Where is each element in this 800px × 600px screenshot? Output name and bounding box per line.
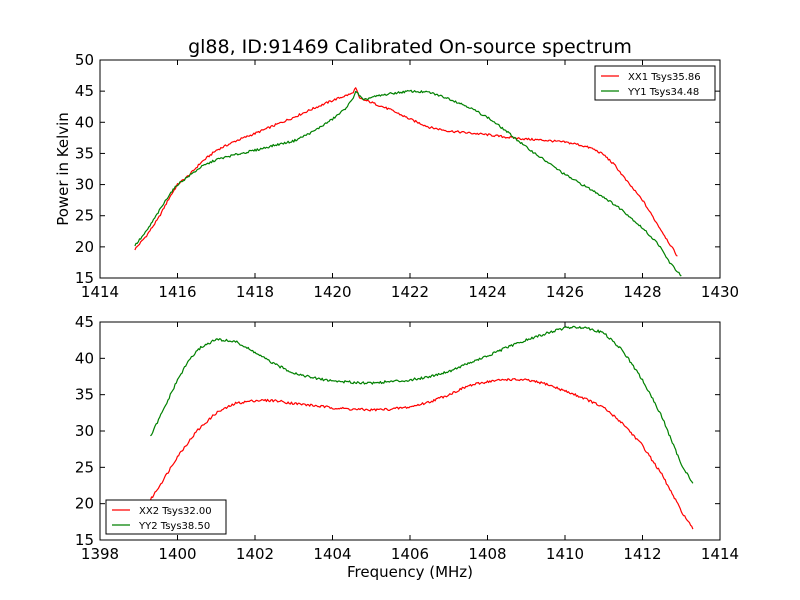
x-tick-label-1-1: 1400: [158, 545, 196, 563]
x-tick-label-0-8: 1430: [701, 283, 739, 301]
y-tick-label-1-5: 40: [75, 349, 94, 367]
x-tick-label-1-6: 1410: [546, 545, 584, 563]
y-tick-label-0-0: 15: [75, 269, 94, 287]
x-tick-label-0-7: 1428: [623, 283, 661, 301]
y-tick-label-1-1: 20: [75, 495, 94, 513]
y-tick-label-1-2: 25: [75, 458, 94, 476]
chart-title: gl88, ID:91469 Calibrated On-source spec…: [188, 36, 632, 58]
y-tick-label-0-7: 50: [75, 51, 94, 69]
top-plot: 1414 1416 1418 1420 1422 1424 1426 1428 1430 15 20…: [75, 51, 739, 301]
y-tick-label-1-3: 30: [75, 422, 94, 440]
y-tick-label-1-0: 15: [75, 531, 94, 549]
y-tick-label-0-1: 20: [75, 238, 94, 256]
legend-box-1: [105, 499, 227, 535]
legend-label-1-1: YY2 Tsys38.50: [138, 521, 210, 532]
series-line-0-0: [134, 87, 678, 257]
x-tick-label-0-1: 1416: [158, 283, 196, 301]
y-tick-label-1-4: 35: [75, 386, 94, 404]
x-tick-label-1-2: 1402: [236, 545, 274, 563]
legend-label-1-0: XX2 Tsys32.00: [139, 506, 212, 517]
y-tick-label-0-5: 40: [75, 113, 94, 131]
series-line-1-1: [150, 325, 694, 484]
x-tick-label-0-3: 1420: [313, 283, 351, 301]
x-tick-label-1-8: 1414: [701, 545, 739, 563]
y-tick-label-0-3: 30: [75, 176, 94, 194]
y-axis-label: Power in Kelvin: [54, 112, 72, 226]
x-axis-label: Frequency (MHz): [347, 563, 473, 581]
x-tick-label-0-0: 1414: [81, 283, 119, 301]
y-tick-label-1-6: 45: [75, 313, 94, 331]
bottom-plot: 1398 1400 1402 1404 1406 1408 1410 1412 1414 15 20…: [75, 313, 739, 563]
x-tick-label-0-6: 1426: [546, 283, 584, 301]
x-tick-label-1-3: 1404: [313, 545, 351, 563]
y-tick-label-0-6: 45: [75, 82, 94, 100]
x-tick-label-0-5: 1424: [468, 283, 506, 301]
y-tick-label-0-4: 35: [75, 144, 94, 162]
series-line-0-1: [134, 89, 682, 277]
x-tick-label-0-4: 1422: [391, 283, 429, 301]
legend-label-0-1: YY1 Tsys34.48: [627, 87, 699, 98]
x-tick-label-1-0: 1398: [81, 545, 119, 563]
x-tick-label-0-2: 1418: [236, 283, 274, 301]
legend-box-0: [594, 65, 716, 101]
legend-label-0-0: XX1 Tsys35.86: [628, 72, 701, 83]
series-line-1-0: [149, 378, 694, 530]
x-tick-label-1-5: 1408: [468, 545, 506, 563]
x-tick-label-1-7: 1412: [623, 545, 661, 563]
x-tick-label-1-4: 1406: [391, 545, 429, 563]
y-tick-label-0-2: 25: [75, 207, 94, 225]
